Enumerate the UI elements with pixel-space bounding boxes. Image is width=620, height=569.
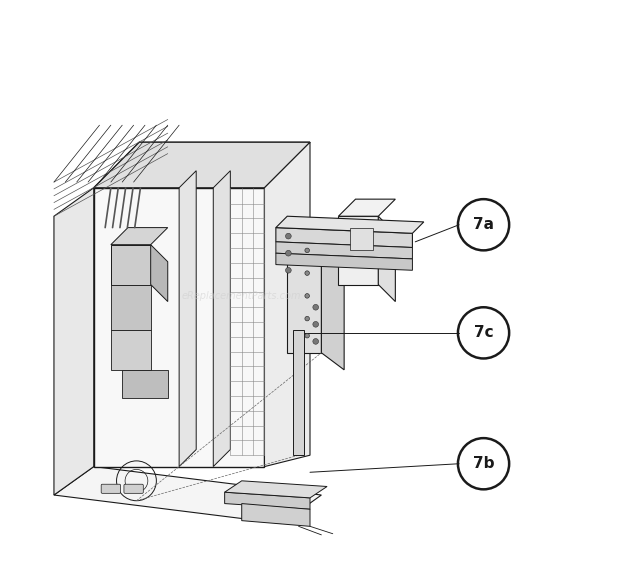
FancyBboxPatch shape (124, 484, 143, 493)
Text: 7a: 7a (473, 217, 494, 232)
Polygon shape (179, 171, 196, 467)
Circle shape (305, 333, 309, 338)
Polygon shape (287, 228, 344, 245)
Polygon shape (111, 330, 151, 370)
Polygon shape (293, 330, 304, 455)
Circle shape (313, 304, 319, 310)
Text: 7b: 7b (473, 456, 494, 471)
Polygon shape (242, 504, 310, 526)
Polygon shape (350, 228, 373, 250)
Polygon shape (276, 253, 412, 270)
Polygon shape (54, 188, 94, 495)
FancyBboxPatch shape (101, 484, 120, 493)
Polygon shape (122, 370, 168, 398)
Circle shape (286, 250, 291, 256)
Polygon shape (224, 492, 310, 509)
Polygon shape (151, 245, 168, 302)
Polygon shape (111, 228, 168, 245)
Polygon shape (287, 228, 321, 353)
Polygon shape (276, 228, 412, 248)
Polygon shape (224, 481, 327, 498)
Circle shape (313, 321, 319, 327)
Polygon shape (265, 142, 310, 467)
Polygon shape (339, 216, 378, 284)
Circle shape (313, 339, 319, 344)
Circle shape (305, 294, 309, 298)
Polygon shape (94, 188, 265, 467)
Polygon shape (276, 216, 424, 233)
Polygon shape (54, 467, 321, 523)
Polygon shape (378, 216, 396, 302)
Circle shape (305, 316, 309, 321)
Polygon shape (111, 284, 151, 330)
Polygon shape (276, 242, 412, 259)
Polygon shape (94, 142, 310, 188)
Polygon shape (339, 199, 396, 216)
Circle shape (305, 271, 309, 275)
Polygon shape (111, 245, 151, 284)
Polygon shape (321, 228, 344, 370)
Text: 7c: 7c (474, 325, 494, 340)
Polygon shape (94, 142, 310, 188)
Circle shape (305, 248, 309, 253)
Circle shape (286, 267, 291, 273)
Circle shape (286, 233, 291, 239)
Polygon shape (213, 171, 231, 467)
Text: eReplacementParts.com: eReplacementParts.com (182, 291, 301, 301)
